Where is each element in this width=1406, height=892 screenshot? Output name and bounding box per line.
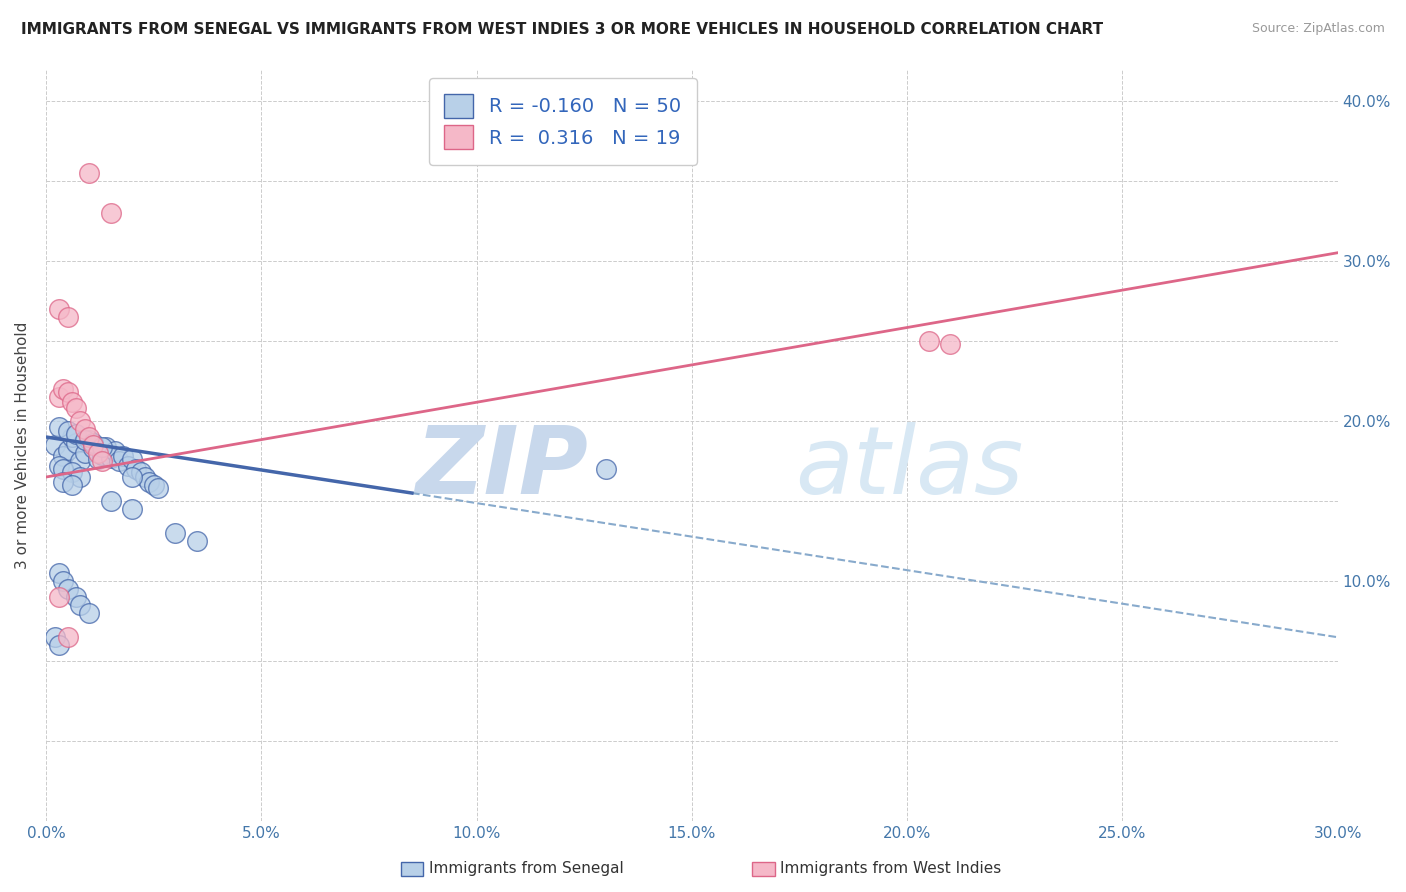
Point [48, 590, 70, 604]
Point [52, 475, 75, 489]
Point [91, 440, 114, 454]
Point [56, 442, 79, 457]
Point [52, 382, 75, 396]
Point [60, 478, 83, 492]
Point [125, 462, 148, 476]
Point [48, 420, 70, 434]
Point [48, 301, 70, 316]
Point [121, 502, 143, 516]
Text: atlas: atlas [796, 422, 1024, 513]
Point [69, 470, 91, 484]
Point [121, 470, 143, 484]
Point [52, 574, 75, 589]
Point [917, 334, 939, 348]
Point [56, 310, 79, 324]
Point [108, 454, 131, 468]
Y-axis label: 3 or more Vehicles in Household: 3 or more Vehicles in Household [15, 321, 30, 569]
Point [69, 414, 91, 428]
Point [69, 598, 91, 612]
Point [134, 470, 156, 484]
Point [77, 433, 100, 447]
Point [65, 426, 87, 441]
Point [186, 534, 208, 549]
Point [48, 638, 70, 652]
Point [52, 462, 75, 476]
Point [56, 630, 79, 644]
Point [65, 401, 87, 416]
Text: ZIP: ZIP [416, 422, 589, 514]
Point [48, 566, 70, 581]
Point [91, 448, 114, 462]
Text: Immigrants from West Indies: Immigrants from West Indies [780, 862, 1001, 876]
Point [77, 166, 100, 180]
Point [96, 440, 118, 454]
Point [129, 465, 152, 479]
Point [60, 430, 83, 444]
Point [52, 449, 75, 463]
Point [82, 441, 104, 455]
Point [73, 446, 96, 460]
Point [69, 454, 91, 468]
Point [146, 481, 169, 495]
Point [60, 394, 83, 409]
Point [56, 424, 79, 438]
Point [100, 205, 122, 219]
Point [91, 454, 114, 468]
Point [138, 475, 160, 489]
Point [86, 446, 108, 460]
Text: Immigrants from Senegal: Immigrants from Senegal [429, 862, 624, 876]
Point [142, 478, 165, 492]
Point [100, 450, 122, 465]
Point [86, 452, 108, 467]
Point [100, 494, 122, 508]
Point [77, 606, 100, 620]
Point [104, 444, 127, 458]
Point [112, 449, 135, 463]
Point [77, 430, 100, 444]
Point [44, 630, 66, 644]
Point [121, 452, 143, 467]
Point [73, 433, 96, 447]
Point [44, 438, 66, 452]
Point [595, 462, 617, 476]
Point [82, 438, 104, 452]
Text: Source: ZipAtlas.com: Source: ZipAtlas.com [1251, 22, 1385, 36]
Point [65, 590, 87, 604]
Point [60, 465, 83, 479]
Point [65, 436, 87, 450]
Text: IMMIGRANTS FROM SENEGAL VS IMMIGRANTS FROM WEST INDIES 3 OR MORE VEHICLES IN HOU: IMMIGRANTS FROM SENEGAL VS IMMIGRANTS FR… [21, 22, 1104, 37]
Legend: R = -0.160   N = 50, R =  0.316   N = 19: R = -0.160 N = 50, R = 0.316 N = 19 [429, 78, 696, 165]
Point [48, 458, 70, 473]
Point [56, 385, 79, 400]
Point [939, 337, 962, 351]
Point [48, 390, 70, 404]
Point [56, 582, 79, 597]
Point [165, 526, 187, 541]
Point [73, 422, 96, 436]
Point [117, 458, 139, 473]
Point [82, 436, 104, 450]
